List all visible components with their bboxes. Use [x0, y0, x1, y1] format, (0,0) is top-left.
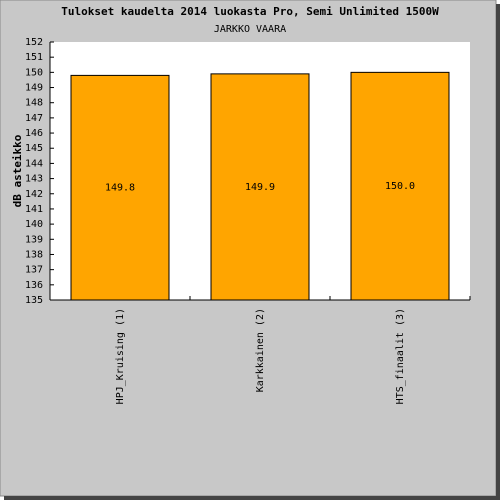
y-tick-label: 149 [25, 83, 43, 94]
y-tick-label: 137 [25, 265, 43, 276]
y-tick-label: 145 [25, 143, 43, 154]
chart-title: Tulokset kaudelta 2014 luokasta Pro, Sem… [61, 5, 439, 18]
y-tick-label: 141 [25, 204, 43, 215]
y-tick-label: 152 [25, 37, 43, 48]
shadow [496, 4, 500, 500]
value-label: 149.9 [245, 182, 275, 193]
y-axis-label: dB asteikko [11, 134, 24, 207]
y-tick-label: 142 [25, 189, 43, 200]
value-label: 150.0 [385, 181, 415, 192]
shadow [4, 496, 500, 500]
y-tick-label: 151 [25, 52, 43, 63]
y-tick-label: 140 [25, 219, 43, 230]
x-tick-label: HTS_finaalit (3) [395, 308, 406, 404]
y-tick-label: 135 [25, 295, 43, 306]
x-tick-label: HPJ_Kruising (1) [115, 308, 126, 404]
value-label: 149.8 [105, 183, 135, 194]
y-tick-label: 139 [25, 234, 43, 245]
y-tick-label: 148 [25, 98, 43, 109]
y-tick-label: 144 [25, 158, 43, 169]
y-tick-label: 146 [25, 128, 43, 139]
y-tick-label: 136 [25, 280, 43, 291]
x-tick-label: Karkkainen (2) [255, 308, 266, 392]
y-tick-label: 147 [25, 113, 43, 124]
chart-subtitle: JARKKO VAARA [214, 24, 286, 35]
bar [210, 73, 310, 301]
y-tick-label: 138 [25, 249, 43, 260]
y-tick-label: 143 [25, 174, 43, 185]
y-tick-label: 150 [25, 67, 43, 78]
bar [350, 71, 450, 301]
